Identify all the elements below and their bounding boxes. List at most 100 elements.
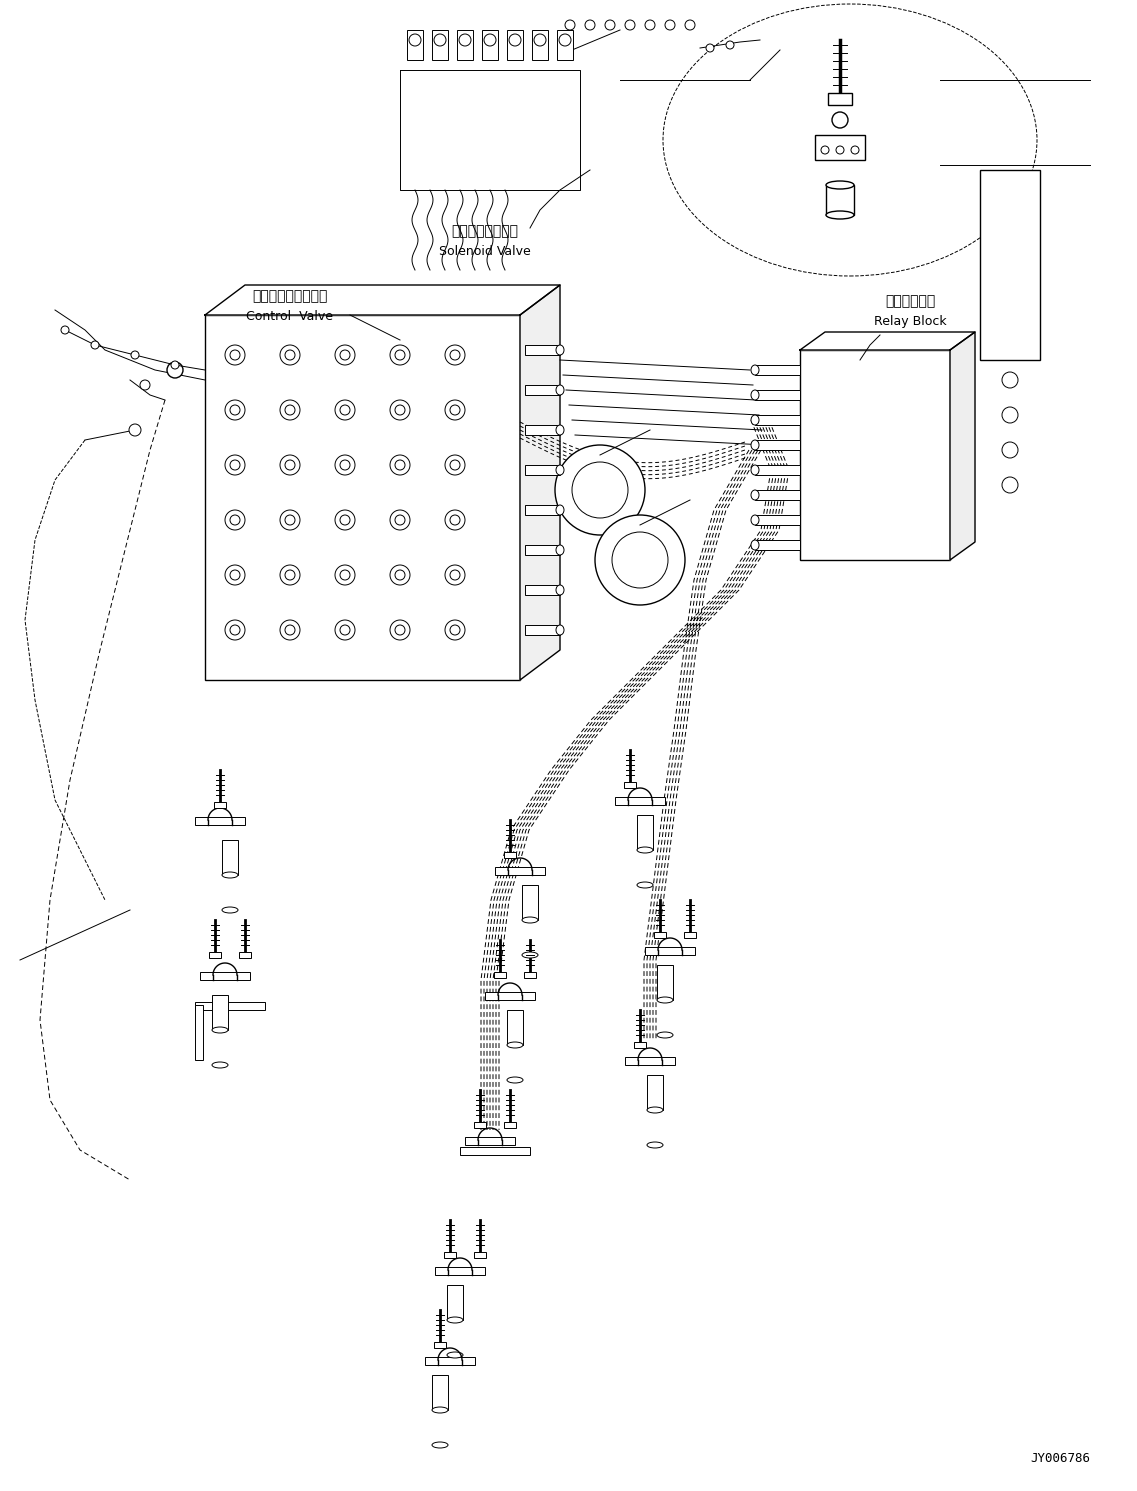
Ellipse shape — [647, 1106, 663, 1112]
Bar — [634, 1042, 646, 1048]
Ellipse shape — [556, 465, 564, 476]
Circle shape — [1002, 371, 1018, 388]
Ellipse shape — [752, 414, 760, 425]
Circle shape — [409, 34, 421, 46]
Circle shape — [484, 34, 496, 46]
Bar — [525, 425, 561, 435]
Ellipse shape — [657, 997, 673, 1003]
Bar — [815, 136, 865, 160]
Circle shape — [1002, 477, 1018, 494]
Ellipse shape — [507, 1077, 523, 1082]
Ellipse shape — [556, 625, 564, 635]
Text: Solenoid Valve: Solenoid Valve — [439, 245, 531, 258]
Bar — [214, 802, 226, 808]
Ellipse shape — [825, 180, 854, 189]
Bar — [755, 440, 800, 450]
Circle shape — [225, 565, 244, 584]
Bar — [524, 972, 536, 978]
Bar — [432, 30, 448, 60]
Circle shape — [335, 344, 355, 365]
Bar — [525, 505, 561, 514]
Circle shape — [559, 34, 571, 46]
Circle shape — [225, 344, 244, 365]
Circle shape — [171, 361, 179, 368]
Circle shape — [335, 510, 355, 529]
Bar — [637, 816, 653, 850]
Ellipse shape — [432, 1442, 448, 1448]
Ellipse shape — [522, 951, 538, 959]
Polygon shape — [520, 285, 561, 680]
Bar — [211, 994, 229, 1030]
Circle shape — [832, 112, 848, 128]
Circle shape — [335, 620, 355, 640]
Circle shape — [390, 620, 410, 640]
Bar — [755, 414, 800, 425]
Ellipse shape — [752, 391, 760, 400]
Bar — [425, 1357, 475, 1364]
Circle shape — [128, 423, 141, 435]
Bar — [525, 385, 561, 395]
Circle shape — [390, 565, 410, 584]
Circle shape — [167, 362, 183, 379]
Circle shape — [280, 455, 300, 476]
Text: Relay Block: Relay Block — [873, 315, 946, 328]
Ellipse shape — [556, 546, 564, 555]
Ellipse shape — [752, 365, 760, 376]
Bar — [209, 951, 221, 959]
Circle shape — [706, 45, 714, 52]
Text: ソレノイドバルブ: ソレノイドバルブ — [451, 224, 518, 239]
Circle shape — [821, 146, 829, 154]
Bar — [980, 170, 1040, 359]
Bar — [205, 315, 520, 680]
Bar — [447, 1285, 463, 1320]
Circle shape — [445, 620, 465, 640]
Ellipse shape — [752, 540, 760, 550]
Ellipse shape — [556, 344, 564, 355]
Circle shape — [586, 19, 595, 30]
Ellipse shape — [556, 505, 564, 514]
Circle shape — [280, 620, 300, 640]
Bar — [434, 1342, 446, 1348]
Bar — [755, 465, 800, 476]
Bar — [755, 491, 800, 499]
Ellipse shape — [222, 872, 238, 878]
Ellipse shape — [432, 1408, 448, 1413]
Bar — [755, 540, 800, 550]
Bar — [495, 866, 545, 875]
Ellipse shape — [211, 1062, 229, 1068]
Text: JY006786: JY006786 — [1030, 1452, 1090, 1466]
Bar — [525, 465, 561, 476]
Bar — [522, 886, 538, 920]
Ellipse shape — [556, 425, 564, 435]
Bar — [532, 30, 548, 60]
Ellipse shape — [507, 1042, 523, 1048]
Bar — [196, 817, 244, 825]
Bar — [474, 1252, 485, 1258]
Circle shape — [595, 514, 684, 605]
Bar — [828, 92, 852, 104]
Polygon shape — [800, 332, 976, 350]
Bar — [755, 391, 800, 400]
Circle shape — [459, 34, 471, 46]
Bar — [432, 1375, 448, 1410]
Bar — [485, 992, 536, 1000]
Bar — [525, 344, 561, 355]
Polygon shape — [951, 332, 976, 561]
Bar — [239, 951, 251, 959]
Bar — [507, 30, 523, 60]
Circle shape — [61, 327, 69, 334]
Circle shape — [140, 380, 150, 391]
Ellipse shape — [647, 1142, 663, 1148]
Bar — [825, 185, 854, 215]
Circle shape — [836, 146, 844, 154]
Bar — [525, 584, 561, 595]
Circle shape — [225, 400, 244, 420]
Circle shape — [684, 19, 695, 30]
Circle shape — [280, 344, 300, 365]
Bar — [493, 972, 506, 978]
Circle shape — [225, 620, 244, 640]
Bar — [482, 30, 498, 60]
Bar — [525, 625, 561, 635]
Ellipse shape — [657, 1032, 673, 1038]
Circle shape — [390, 455, 410, 476]
